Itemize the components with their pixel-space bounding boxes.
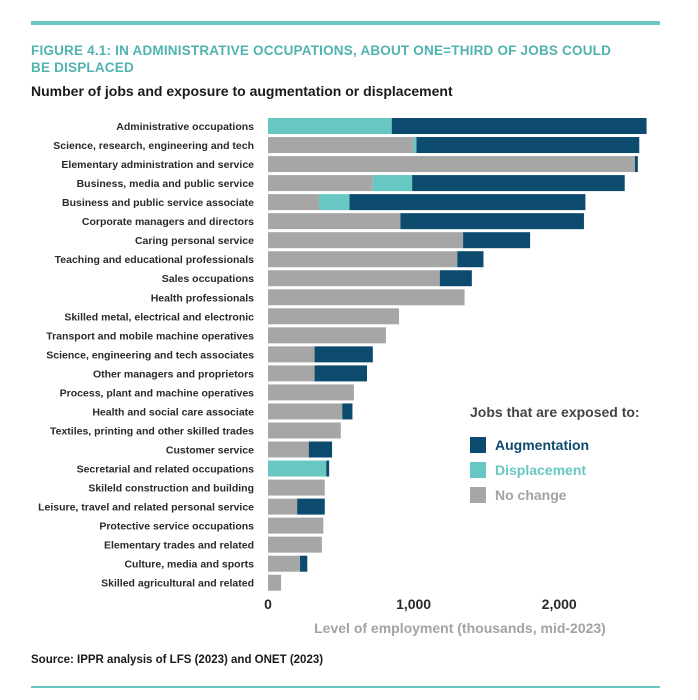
category-label: Business and public service associate: [62, 197, 254, 209]
bar-augmentation: [439, 270, 472, 287]
figure-subtitle: Number of jobs and exposure to augmentat…: [31, 83, 453, 99]
category-label: Sales occupations: [162, 273, 254, 285]
bar-displacement: [372, 175, 413, 192]
bar-no-change: [268, 555, 301, 572]
bar-augmentation: [326, 460, 330, 477]
category-label: Skilled agricultural and related: [101, 578, 254, 590]
bar-no-change: [268, 194, 319, 211]
bar-no-change: [268, 308, 400, 325]
legend-swatch-no-change: [470, 486, 486, 503]
category-label: Secretarial and related occupations: [77, 464, 255, 476]
bar-no-change: [268, 232, 464, 249]
category-label: Skilled metal, electrical and electronic: [64, 311, 254, 323]
bar-displacement: [268, 460, 327, 477]
legend-swatch-augmentation: [470, 436, 486, 453]
bar-no-change: [268, 498, 298, 515]
bar-no-change: [268, 536, 322, 553]
category-label: Health and social care associate: [92, 406, 254, 418]
legend-item-displacement: Displacement: [470, 457, 640, 482]
category-label: Teaching and educational professionals: [55, 254, 255, 266]
category-label: Skileld construction and building: [88, 483, 254, 495]
category-label: Elementary trades and related: [104, 540, 254, 552]
bar-no-change: [268, 270, 440, 287]
x-tick-label: 1,000: [396, 596, 431, 612]
category-label: Transport and mobile machine operatives: [46, 330, 254, 342]
legend-label-augmentation: Augmentation: [495, 436, 590, 453]
category-label: Leisure, travel and related personal ser…: [38, 502, 254, 514]
legend-label-no-change: No change: [495, 486, 567, 503]
bar-displacement: [318, 194, 350, 211]
bar-displacement: [268, 118, 392, 134]
bar-no-change: [268, 156, 635, 173]
x-tick-label: 2,000: [542, 596, 577, 612]
bar-augmentation: [342, 403, 353, 420]
bar-no-change: [268, 137, 414, 154]
bar-no-change: [268, 365, 315, 382]
bar-displacement: [413, 137, 417, 154]
legend: Jobs that are exposed to: Augmentation D…: [470, 404, 640, 507]
category-label: Protective service occupations: [99, 521, 254, 533]
bar-no-change: [268, 251, 458, 268]
category-label: Corporate managers and directors: [82, 216, 254, 228]
legend-swatch-displacement: [470, 461, 486, 478]
bar-augmentation: [314, 346, 373, 363]
bar-no-change: [268, 422, 341, 439]
x-tick-label: 0: [264, 596, 272, 612]
bar-no-change: [268, 517, 324, 534]
legend-label-displacement: Displacement: [495, 461, 587, 478]
category-label: Health professionals: [151, 292, 254, 304]
category-label: Caring personal service: [135, 235, 254, 247]
legend-item-augmentation: Augmentation: [470, 432, 640, 457]
bar-no-change: [268, 327, 386, 344]
source-note: Source: IPPR analysis of LFS (2023) and …: [31, 654, 324, 666]
legend-title: Jobs that are exposed to:: [470, 404, 640, 420]
bar-no-change: [268, 479, 325, 496]
bar-no-change: [268, 403, 343, 420]
category-label: Elementary administration and service: [61, 159, 254, 171]
bar-no-change: [268, 574, 282, 591]
category-label: Administrative occupations: [116, 121, 254, 133]
bar-no-change: [268, 289, 465, 306]
bar-no-change: [268, 175, 373, 192]
bar-no-change: [268, 346, 315, 363]
bar-augmentation: [412, 175, 625, 192]
legend-item-no-change: No change: [470, 482, 640, 507]
category-label: Other managers and proprietors: [93, 368, 254, 380]
bar-no-change: [268, 384, 354, 401]
x-axis-label: Level of employment (thousands, mid-2023…: [314, 620, 606, 636]
bar-augmentation: [634, 156, 638, 173]
bar-augmentation: [300, 555, 308, 572]
bar-augmentation: [463, 232, 531, 249]
top-rule: [31, 21, 660, 25]
bar-augmentation: [349, 194, 586, 211]
category-label: Customer service: [166, 445, 254, 457]
bottom-rule: [31, 686, 660, 688]
bar-augmentation: [400, 213, 584, 230]
bar-no-change: [268, 213, 401, 230]
bar-augmentation: [314, 365, 368, 382]
bar-augmentation: [416, 137, 640, 154]
category-label: Textiles, printing and other skilled tra…: [50, 425, 254, 437]
category-label: Process, plant and machine operatives: [60, 387, 254, 399]
bar-augmentation: [297, 498, 325, 515]
bar-no-change: [268, 441, 309, 458]
bar-augmentation: [308, 441, 333, 458]
figure-title: FIGURE 4.1: IN ADMINISTRATIVE OCCUPATION…: [31, 43, 612, 75]
category-label: Science, research, engineering and tech: [53, 140, 254, 152]
category-label: Culture, media and sports: [124, 559, 254, 571]
category-label: Business, media and public service: [77, 178, 255, 190]
category-label: Science, engineering and tech associates: [46, 349, 254, 361]
bar-augmentation: [391, 118, 647, 134]
bar-augmentation: [457, 251, 484, 268]
